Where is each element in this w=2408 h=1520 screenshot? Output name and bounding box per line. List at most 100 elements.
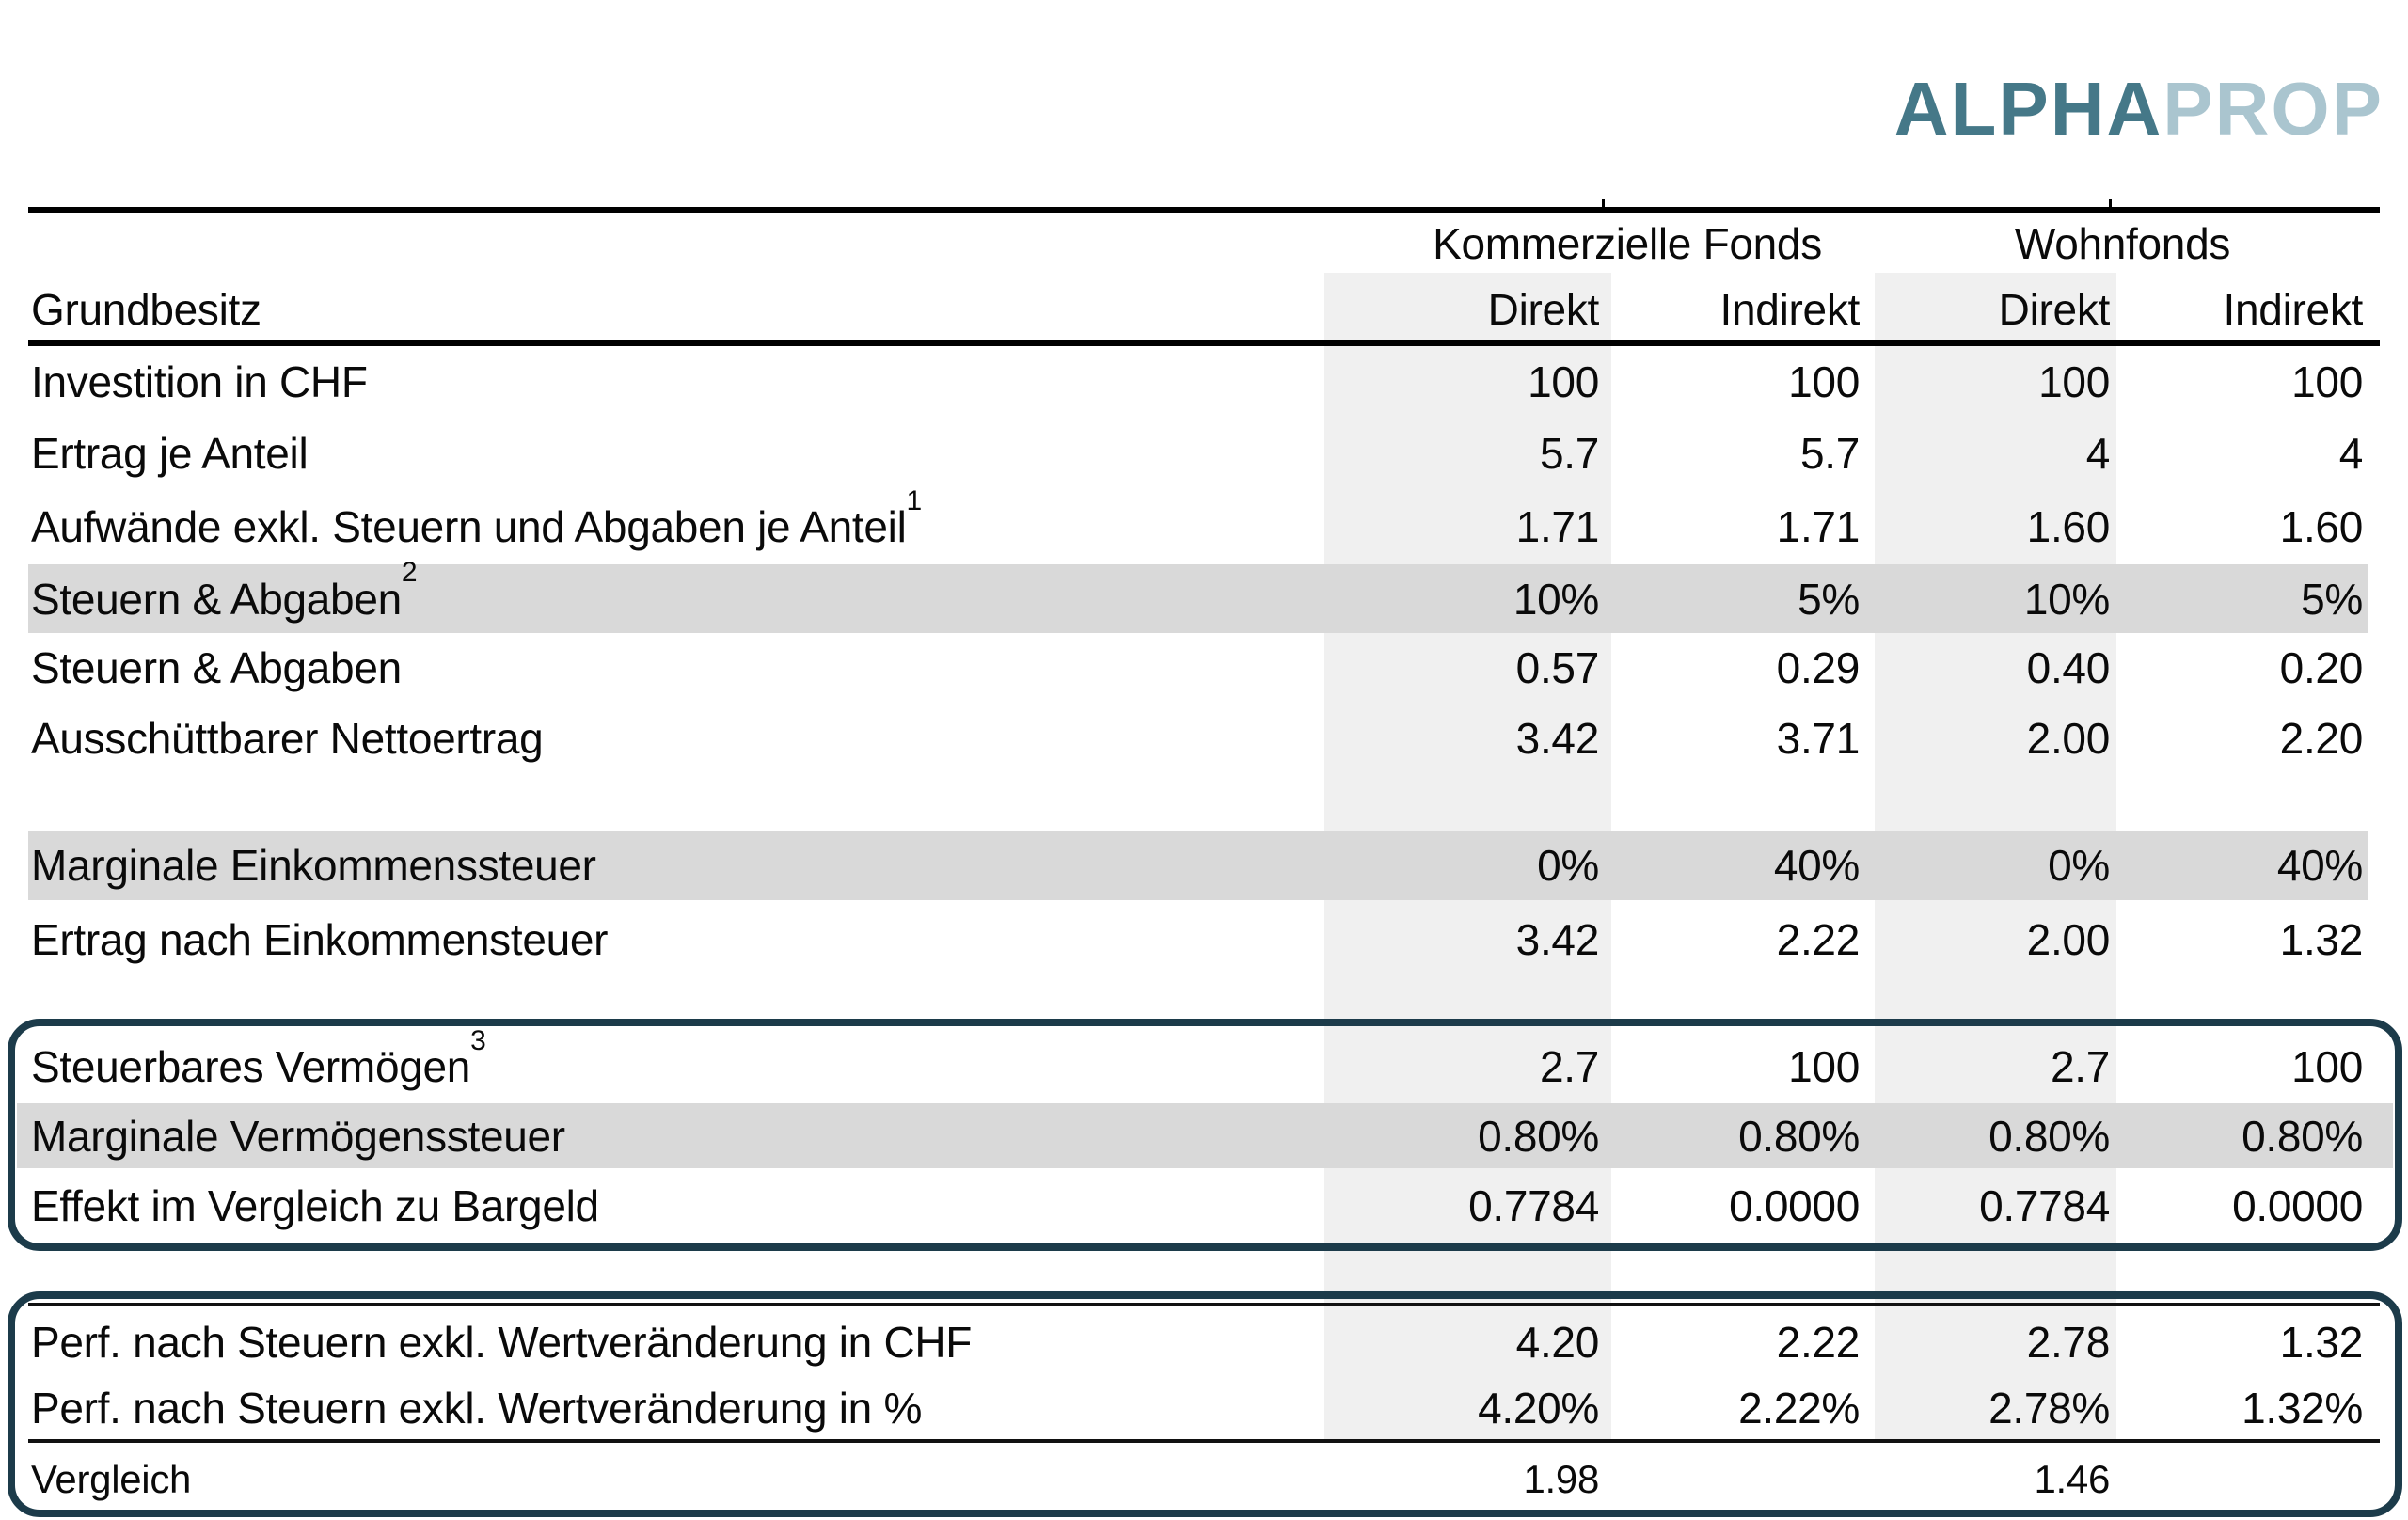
table-row-aufwaende: Aufwände exkl. Steuern und Abgaben je An… [0, 486, 2408, 564]
column-separator-tick [1602, 199, 1605, 207]
column-separator-tick [2109, 199, 2112, 207]
table-row-effekt-bargeld: Effekt im Vergleich zu Bargeld 0.7784 0.… [0, 1168, 2408, 1243]
row-label: Steuern & Abgaben [31, 574, 402, 624]
table-row-investition: Investition in CHF 100 100 100 100 [0, 345, 2408, 418]
cell-value: 5.7 [1799, 429, 1860, 478]
cell-value: 0.80% [2242, 1111, 2363, 1161]
header-bottom-border [28, 340, 2380, 346]
row-label: Ausschüttbarer Nettoertrag [31, 713, 544, 763]
row-label: Steuerbares Vermögen [31, 1042, 471, 1091]
group-header-wohnfonds: Wohnfonds [2014, 219, 2231, 268]
table-row-steuern-abgaben-prozent: Steuern & Abgaben2 10% 5% 10% 5% [0, 559, 2408, 633]
cell-value: 0.0000 [2232, 1181, 2363, 1230]
cell-value: 0.80% [1988, 1111, 2110, 1161]
performance-section-top-border [28, 1303, 2380, 1306]
cell-value: 3.42 [1515, 713, 1600, 763]
table-row-ertrag: Ertrag je Anteil 5.7 5.7 4 4 [0, 418, 2408, 489]
table-row-marginale-einkommenssteuer: Marginale Einkommenssteuer 0% 40% 0% 40% [0, 831, 2408, 900]
row-header-label: Grundbesitz [31, 284, 261, 334]
cell-value: 1.46 [2034, 1457, 2110, 1501]
table-header-row: Grundbesitz Direkt Indirekt Direkt Indir… [0, 273, 2408, 345]
cell-value: 0.20 [2279, 643, 2364, 692]
cell-value: 40% [2276, 841, 2363, 890]
cell-value: 2.22 [1776, 1318, 1861, 1367]
cell-value: 0.80% [1738, 1111, 1860, 1161]
footnote-marker-1: 1 [906, 484, 923, 516]
cell-value: 1.60 [2279, 502, 2364, 551]
table-row-steuern-abgaben: Steuern & Abgaben 0.57 0.29 0.40 0.20 [0, 633, 2408, 703]
cell-value: 10% [1513, 574, 1599, 624]
cell-value: 0.7784 [1468, 1181, 1599, 1230]
cell-value: 2.78% [1988, 1384, 2110, 1433]
row-label: Marginale Einkommenssteuer [31, 841, 596, 890]
cell-value: 1.71 [1776, 502, 1861, 551]
row-label: Vergleich [31, 1457, 192, 1501]
col-header-direkt-1: Direkt [1487, 284, 1600, 334]
cell-value: 1.32 [2279, 1318, 2364, 1367]
cell-value: 2.78 [2026, 1318, 2111, 1367]
row-label: Ertrag nach Einkommensteuer [31, 915, 609, 964]
cell-value: 1.32 [2279, 915, 2364, 964]
cell-value: 0% [2048, 841, 2110, 890]
cell-value: 1.71 [1515, 502, 1600, 551]
table-row-perf-chf: Perf. nach Steuern exkl. Wertveränderung… [0, 1306, 2408, 1379]
table-row-vergleich: Vergleich 1.98 1.46 [0, 1443, 2408, 1516]
cell-value: 0.7784 [1979, 1181, 2110, 1230]
cell-value: 100 [2291, 356, 2363, 406]
logo-alpha-text: ALPHA [1893, 67, 2163, 150]
row-label: Aufwände exkl. Steuern und Abgaben je An… [31, 502, 907, 551]
cell-value: 2.22% [1738, 1384, 1860, 1433]
row-label: Marginale Vermögenssteuer [31, 1111, 565, 1161]
cell-value: 100 [1788, 356, 1860, 406]
footnote-marker-2: 2 [401, 557, 418, 589]
cell-value: 5% [1798, 574, 1860, 624]
cell-value: 40% [1773, 841, 1860, 890]
cell-value: 0.57 [1515, 643, 1600, 692]
cell-value: 2.7 [2050, 1042, 2110, 1091]
cell-value: 0.40 [2026, 643, 2111, 692]
comparison-row-top-border [28, 1439, 2380, 1443]
cell-value: 100 [2038, 356, 2110, 406]
cell-value: 4 [2338, 429, 2364, 478]
row-label: Investition in CHF [31, 356, 368, 406]
cell-value: 3.42 [1515, 915, 1600, 964]
col-header-indirekt-1: Indirekt [1719, 284, 1861, 334]
cell-value: 2.00 [2026, 713, 2111, 763]
cell-value: 0.0000 [1729, 1181, 1860, 1230]
cell-value: 2.20 [2279, 713, 2364, 763]
logo-prop-text: PROP [2162, 67, 2384, 150]
cell-value: 10% [2023, 574, 2110, 624]
row-label: Perf. nach Steuern exkl. Wertveränderung… [31, 1318, 973, 1367]
table-row-nettoertrag: Ausschüttbarer Nettoertrag 3.42 3.71 2.0… [0, 703, 2408, 773]
cell-value: 100 [1528, 356, 1599, 406]
cell-value: 0.29 [1776, 643, 1861, 692]
cell-value: 5% [2301, 574, 2363, 624]
row-label: Steuern & Abgaben [31, 643, 402, 692]
cell-value: 0% [1537, 841, 1599, 890]
cell-value: 0.80% [1478, 1111, 1599, 1161]
alphaprop-logo: ALPHAPROP [1894, 66, 2384, 152]
cell-value: 2.00 [2026, 915, 2111, 964]
cell-value: 2.7 [1539, 1042, 1599, 1091]
cell-value: 100 [2291, 1042, 2363, 1091]
col-header-indirekt-2: Indirekt [2223, 284, 2364, 334]
row-label: Perf. nach Steuern exkl. Wertveränderung… [31, 1384, 923, 1433]
cell-value: 4 [2085, 429, 2111, 478]
cell-value: 4.20% [1478, 1384, 1599, 1433]
cell-value: 3.71 [1776, 713, 1861, 763]
table-top-border [28, 207, 2380, 213]
cell-value: 5.7 [1539, 429, 1599, 478]
cell-value: 2.22 [1776, 915, 1861, 964]
footnote-marker-3: 3 [470, 1024, 486, 1056]
row-label: Ertrag je Anteil [31, 429, 309, 478]
cell-value: 4.20 [1515, 1318, 1600, 1367]
table-row-marginale-vermoegenssteuer: Marginale Vermögenssteuer 0.80% 0.80% 0.… [0, 1103, 2408, 1168]
cell-value: 1.32% [2242, 1384, 2363, 1433]
row-label: Effekt im Vergleich zu Bargeld [31, 1181, 599, 1230]
cell-value: 1.60 [2026, 502, 2111, 551]
cell-value: 1.98 [1523, 1457, 1599, 1501]
table-row-ertrag-nach-einkommensteuer: Ertrag nach Einkommensteuer 3.42 2.22 2.… [0, 903, 2408, 976]
group-header-kommerzielle-fonds: Kommerzielle Fonds [1433, 219, 1822, 268]
table-row-steuerbares-vermoegen: Steuerbares Vermögen3 2.7 100 2.7 100 [0, 1026, 2408, 1104]
